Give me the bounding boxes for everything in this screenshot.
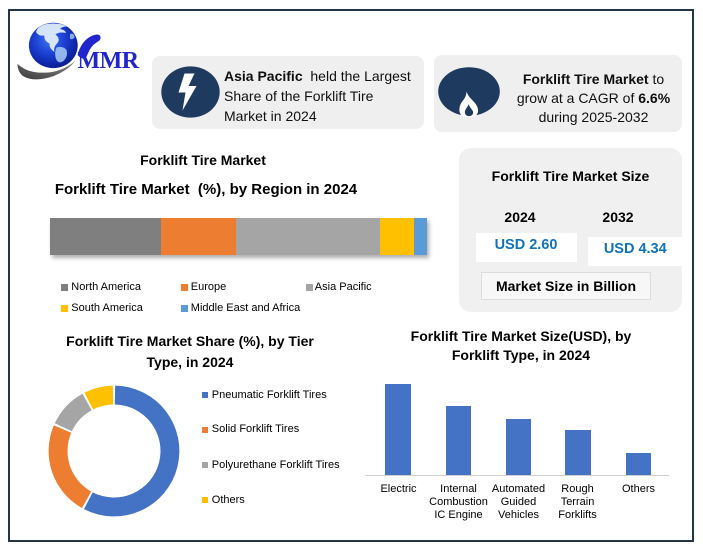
svg-text:MMR: MMR xyxy=(78,48,140,74)
